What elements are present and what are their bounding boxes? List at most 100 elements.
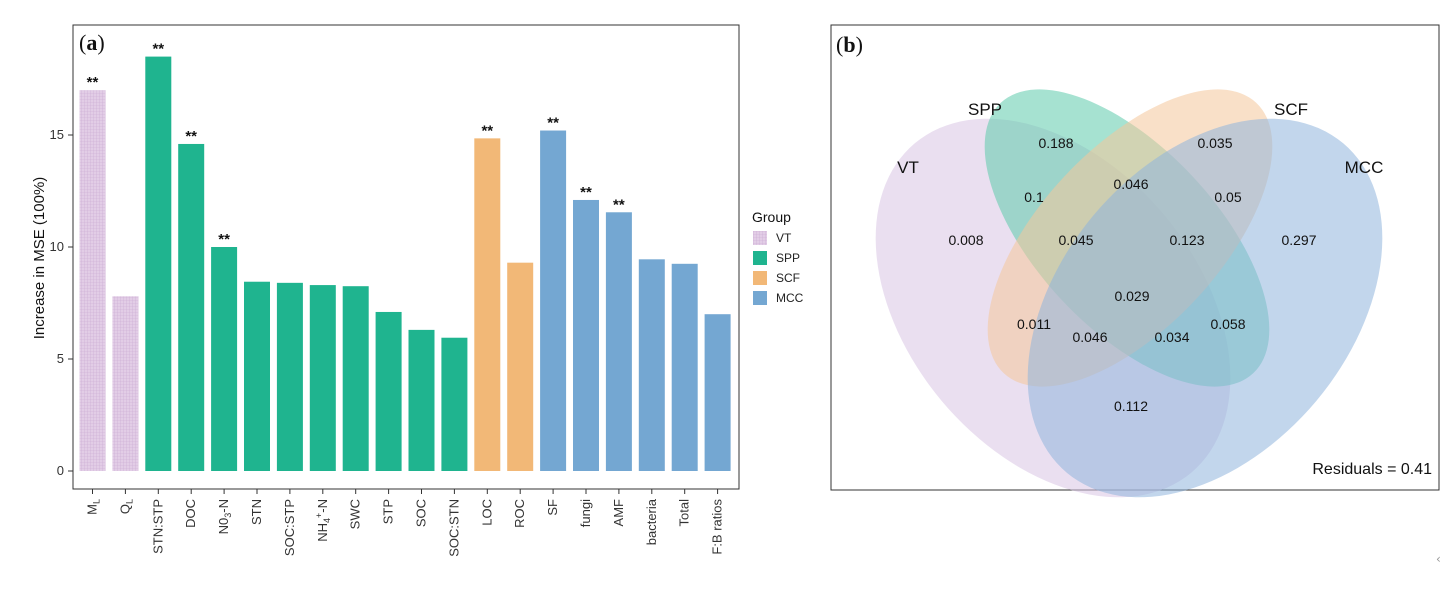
x-tick-label: QL [117,499,134,514]
x-tick-label: STN:STP [150,499,165,554]
legend-items: VT SPP SCF MCC [753,231,804,305]
bar-1 [112,296,139,471]
venn-region-scf-only: 0.035 [1197,135,1232,151]
significance-star: ** [547,115,559,132]
bar-15 [573,199,599,471]
legend-label-vt: VT [776,231,792,245]
x-tick-label: LOC [479,499,494,526]
venn-region-scf-mcc: 0.05 [1214,189,1241,205]
venn-region-spp-mcc: 0.058 [1210,316,1245,332]
venn-region-vt-scf: 0.011 [1017,316,1051,332]
venn-region-all: 0.029 [1114,288,1149,304]
legend-key-mcc [753,291,767,305]
legend-label-scf: SCF [776,271,800,285]
x-tick-label: AMF [611,499,626,527]
venn-region-spp-scf: 0.046 [1113,176,1148,192]
panel-a-label: (a) [79,30,105,55]
venn-region-mcc-only: 0.297 [1281,232,1316,248]
venn-region-vt-scf-mcc: 0.046 [1072,329,1107,345]
x-tick-label: bacteria [644,498,659,545]
x-tick-label: SWC [348,499,363,529]
bar-4 [211,247,238,471]
venn-set-labels: VT SPP SCF MCC [897,100,1383,177]
legend-key-spp [753,251,767,265]
x-tick-label: SOC:STP [282,499,297,556]
x-tick-label: ROC [512,499,527,528]
x-tick-label: STN [249,499,264,525]
x-tick-label: N03-N [216,499,233,534]
panel-a-letter: a [86,30,97,55]
legend: Group VT SPP SCF MCC [752,209,804,305]
significance-star: ** [613,196,625,213]
legend-title: Group [752,209,791,225]
y-tick-label: 10 [50,239,64,254]
y-tick-label: 15 [50,127,64,142]
bar-7 [309,285,336,471]
bar-18 [671,263,698,471]
significance-star: ** [580,184,592,201]
venn-region-vt-spp-scf: 0.045 [1058,232,1093,248]
bar-14 [540,130,567,471]
legend-label-spp: SPP [776,251,800,265]
bar-17 [638,259,665,471]
bar-0 [79,90,106,471]
y-tick-label: 0 [57,463,64,478]
bar-8 [342,286,369,471]
significance-star: ** [87,74,99,91]
x-tick-label: SOC:STN [446,499,461,557]
venn-region-vt-spp-mcc: 0.034 [1154,329,1189,345]
x-tick-label: F:B ratios [710,499,725,555]
venn-region-values: 0.188 0.035 0.1 0.046 0.05 0.008 0.045 0.123 0.2… [948,135,1316,414]
bar-16 [605,212,632,471]
plot-area-frame [72,24,740,490]
venn-ellipse-mcc [1027,118,1383,498]
y-axis-title: Increase in MSE (100%) [31,177,48,340]
bar-5 [244,281,270,471]
x-tick-label: NH4+-N [314,499,332,542]
venn-ellipses [875,89,1383,498]
y-axis: 0 5 10 15 [50,127,73,478]
venn-region-vt-only: 0.008 [948,232,983,248]
x-tick-label: SF [545,499,560,516]
legend-key-vt [753,231,767,245]
bars [79,56,731,472]
bar-19 [704,314,731,471]
x-tick-label: SOC [414,499,429,527]
venn-set-label-mcc: MCC [1345,158,1384,177]
legend-key-scf [753,271,767,285]
venn-region-vt-spp: 0.1 [1024,189,1044,205]
bar-13 [507,262,534,471]
x-tick-label: DOC [183,499,198,528]
corner-arrow-icon: ‹ [1436,552,1441,566]
venn-set-label-spp: SPP [968,100,1002,119]
bar-3 [178,143,205,471]
x-tick-label: Total [677,499,692,527]
venn-set-label-vt: VT [897,158,919,177]
y-tick-label: 5 [57,351,64,366]
significance-star: ** [218,231,230,248]
legend-label-mcc: MCC [776,291,804,305]
venn-set-label-scf: SCF [1274,100,1308,119]
bar-11 [441,337,468,471]
x-tick-label: fungi [578,499,593,527]
bar-12 [474,138,501,472]
bar-10 [408,329,435,471]
x-tick-label: STP [381,499,396,524]
bar-9 [375,311,402,471]
significance-annotations: ** ** ** ** ** ** ** ** [87,41,625,248]
residuals-label: Residuals = 0.41 [1312,461,1432,478]
panel-b-letter: b [843,32,855,57]
x-axis: ML QL STN:STP DOC N03-N STN SOC:STP NH4+-N SWC ST… [85,489,725,557]
bar-2 [145,56,172,471]
x-tick-label: ML [85,499,102,515]
bar-6 [276,282,303,471]
significance-star: ** [152,41,164,58]
panel-b-label: (b) [836,32,863,57]
venn-region-spp-scf-mcc: 0.123 [1169,232,1204,248]
venn-region-vt-mcc: 0.112 [1114,398,1148,414]
significance-star: ** [481,122,493,139]
significance-star: ** [185,128,197,145]
